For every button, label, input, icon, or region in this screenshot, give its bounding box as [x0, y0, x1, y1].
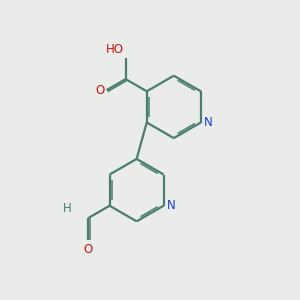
Text: O: O [95, 84, 104, 97]
Text: N: N [167, 199, 176, 212]
Text: N: N [204, 116, 213, 129]
Text: H: H [63, 202, 72, 215]
Text: O: O [84, 243, 93, 256]
Text: HO: HO [106, 43, 124, 56]
